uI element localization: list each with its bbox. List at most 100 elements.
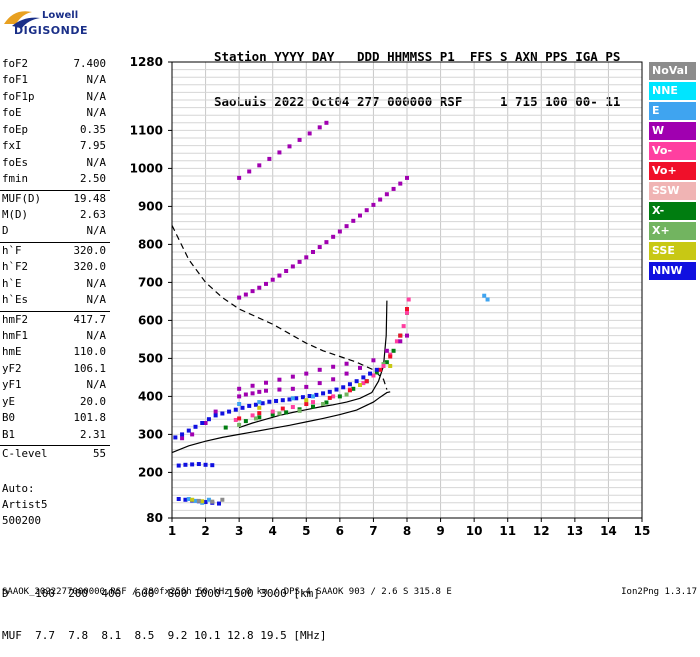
echo-point <box>304 402 309 406</box>
echo-point <box>284 269 289 273</box>
param-value: 0.35 <box>79 122 106 136</box>
legend-entry-vo-: Vo+ <box>649 162 696 180</box>
echo-point <box>270 412 275 417</box>
echo-point <box>388 354 393 359</box>
echo-point <box>267 156 272 161</box>
x-tick-label: 4 <box>269 524 277 538</box>
echo-point <box>406 297 411 302</box>
param-value: 110.0 <box>73 345 106 359</box>
param-row-m-d-: M(D) 2.63 <box>0 208 112 224</box>
echo-point <box>257 400 262 405</box>
echo-point <box>358 365 362 370</box>
echo-point <box>331 377 336 382</box>
echo-point <box>186 428 191 433</box>
profile-curve <box>171 225 388 390</box>
autoscaling-info: Auto: Artist5 500200 <box>2 481 48 529</box>
param-label: h`Es <box>2 293 29 307</box>
echo-point <box>384 360 389 365</box>
param-separator <box>0 310 110 312</box>
echo-point <box>485 297 490 302</box>
param-value: 7.400 <box>73 57 106 70</box>
echo-point <box>243 419 248 424</box>
param-label: hmE <box>2 345 22 359</box>
param-value: N/A <box>86 378 106 392</box>
x-tick-label: 5 <box>302 524 310 538</box>
y-tick-label: 600 <box>138 313 163 327</box>
echo-point <box>217 501 221 506</box>
echo-point <box>257 285 262 290</box>
echo-point <box>233 407 238 412</box>
legend-entry-vo-: Vo- <box>649 142 696 160</box>
param-label: B1 <box>2 427 16 441</box>
echo-point <box>364 379 369 384</box>
param-row-yf2: yF2 106.1 <box>0 362 112 378</box>
param-value: 19.48 <box>73 191 106 205</box>
echo-point <box>347 388 352 393</box>
x-tick-label: 10 <box>466 524 483 538</box>
echo-point <box>200 499 205 504</box>
echo-point <box>381 364 386 368</box>
param-value: N/A <box>86 276 106 290</box>
param-label: fxI <box>2 139 22 153</box>
echo-point <box>297 408 302 413</box>
echo-point <box>243 292 248 297</box>
echo-point <box>237 422 242 427</box>
param-label: B0 <box>2 411 16 425</box>
echo-point <box>264 380 268 385</box>
param-label: yF1 <box>2 378 22 392</box>
echo-point <box>304 384 309 389</box>
param-label: hmF2 <box>2 312 29 326</box>
param-value: 320.0 <box>73 260 106 274</box>
file-info-footer: SAAOK_2022277000000.RSF / 280fx256h 50 k… <box>2 587 452 597</box>
echo-point <box>391 348 396 353</box>
echo-point <box>250 391 255 396</box>
param-separator <box>0 241 110 243</box>
echo-point <box>401 324 406 329</box>
echo-point <box>264 281 268 286</box>
echo-point <box>247 169 252 174</box>
echo-point <box>304 255 309 260</box>
echo-point <box>374 367 379 372</box>
echo-point <box>290 386 295 391</box>
param-row-h-es: h`Es N/A <box>0 293 112 309</box>
logo-text-digisonde: DIGISONDE <box>14 24 88 37</box>
echo-point <box>337 229 342 234</box>
param-row-fof1p: foF1p N/A <box>0 90 112 106</box>
echo-point <box>405 175 409 180</box>
echo-point <box>176 463 181 468</box>
param-row-b1: B1 2.31 <box>0 428 112 444</box>
param-value: 55 <box>92 447 106 461</box>
y-tick-label: 400 <box>138 389 163 403</box>
param-value: 106.1 <box>73 361 106 375</box>
y-tick-label: 900 <box>138 199 163 213</box>
y-tick-label: 300 <box>138 427 163 441</box>
header-line-values: SaoLuis 2022 Oct04 277 000000 RSF 1 715 … <box>214 94 621 109</box>
echo-point <box>398 333 403 338</box>
param-value: 417.7 <box>73 312 106 326</box>
param-value: 2.63 <box>79 207 106 221</box>
echo-point <box>321 402 326 406</box>
echo-point <box>264 388 268 393</box>
auto-program: Artist5 <box>2 498 48 511</box>
param-row-ye: yE 20.0 <box>0 395 112 411</box>
echo-point <box>344 224 349 229</box>
echo-point <box>203 500 208 505</box>
echo-point <box>307 131 312 136</box>
echo-point <box>398 181 403 186</box>
legend-entry-x-: X+ <box>649 222 696 240</box>
echo-point <box>210 499 215 504</box>
param-label: foEs <box>2 155 29 169</box>
echo-point <box>290 405 295 410</box>
echo-point <box>394 339 399 344</box>
echo-point <box>324 240 329 245</box>
legend-entry-noval: NoVal <box>649 62 696 80</box>
echo-point <box>200 421 205 425</box>
y-tick-label: 80 <box>146 511 163 525</box>
echo-point <box>314 392 319 397</box>
param-row-foes: foEs N/A <box>0 156 112 172</box>
param-row-fof2: foF2 7.400 <box>0 57 112 73</box>
echo-point <box>331 234 336 239</box>
echo-point <box>220 497 225 502</box>
param-value: N/A <box>86 224 106 238</box>
echo-point <box>240 405 245 410</box>
